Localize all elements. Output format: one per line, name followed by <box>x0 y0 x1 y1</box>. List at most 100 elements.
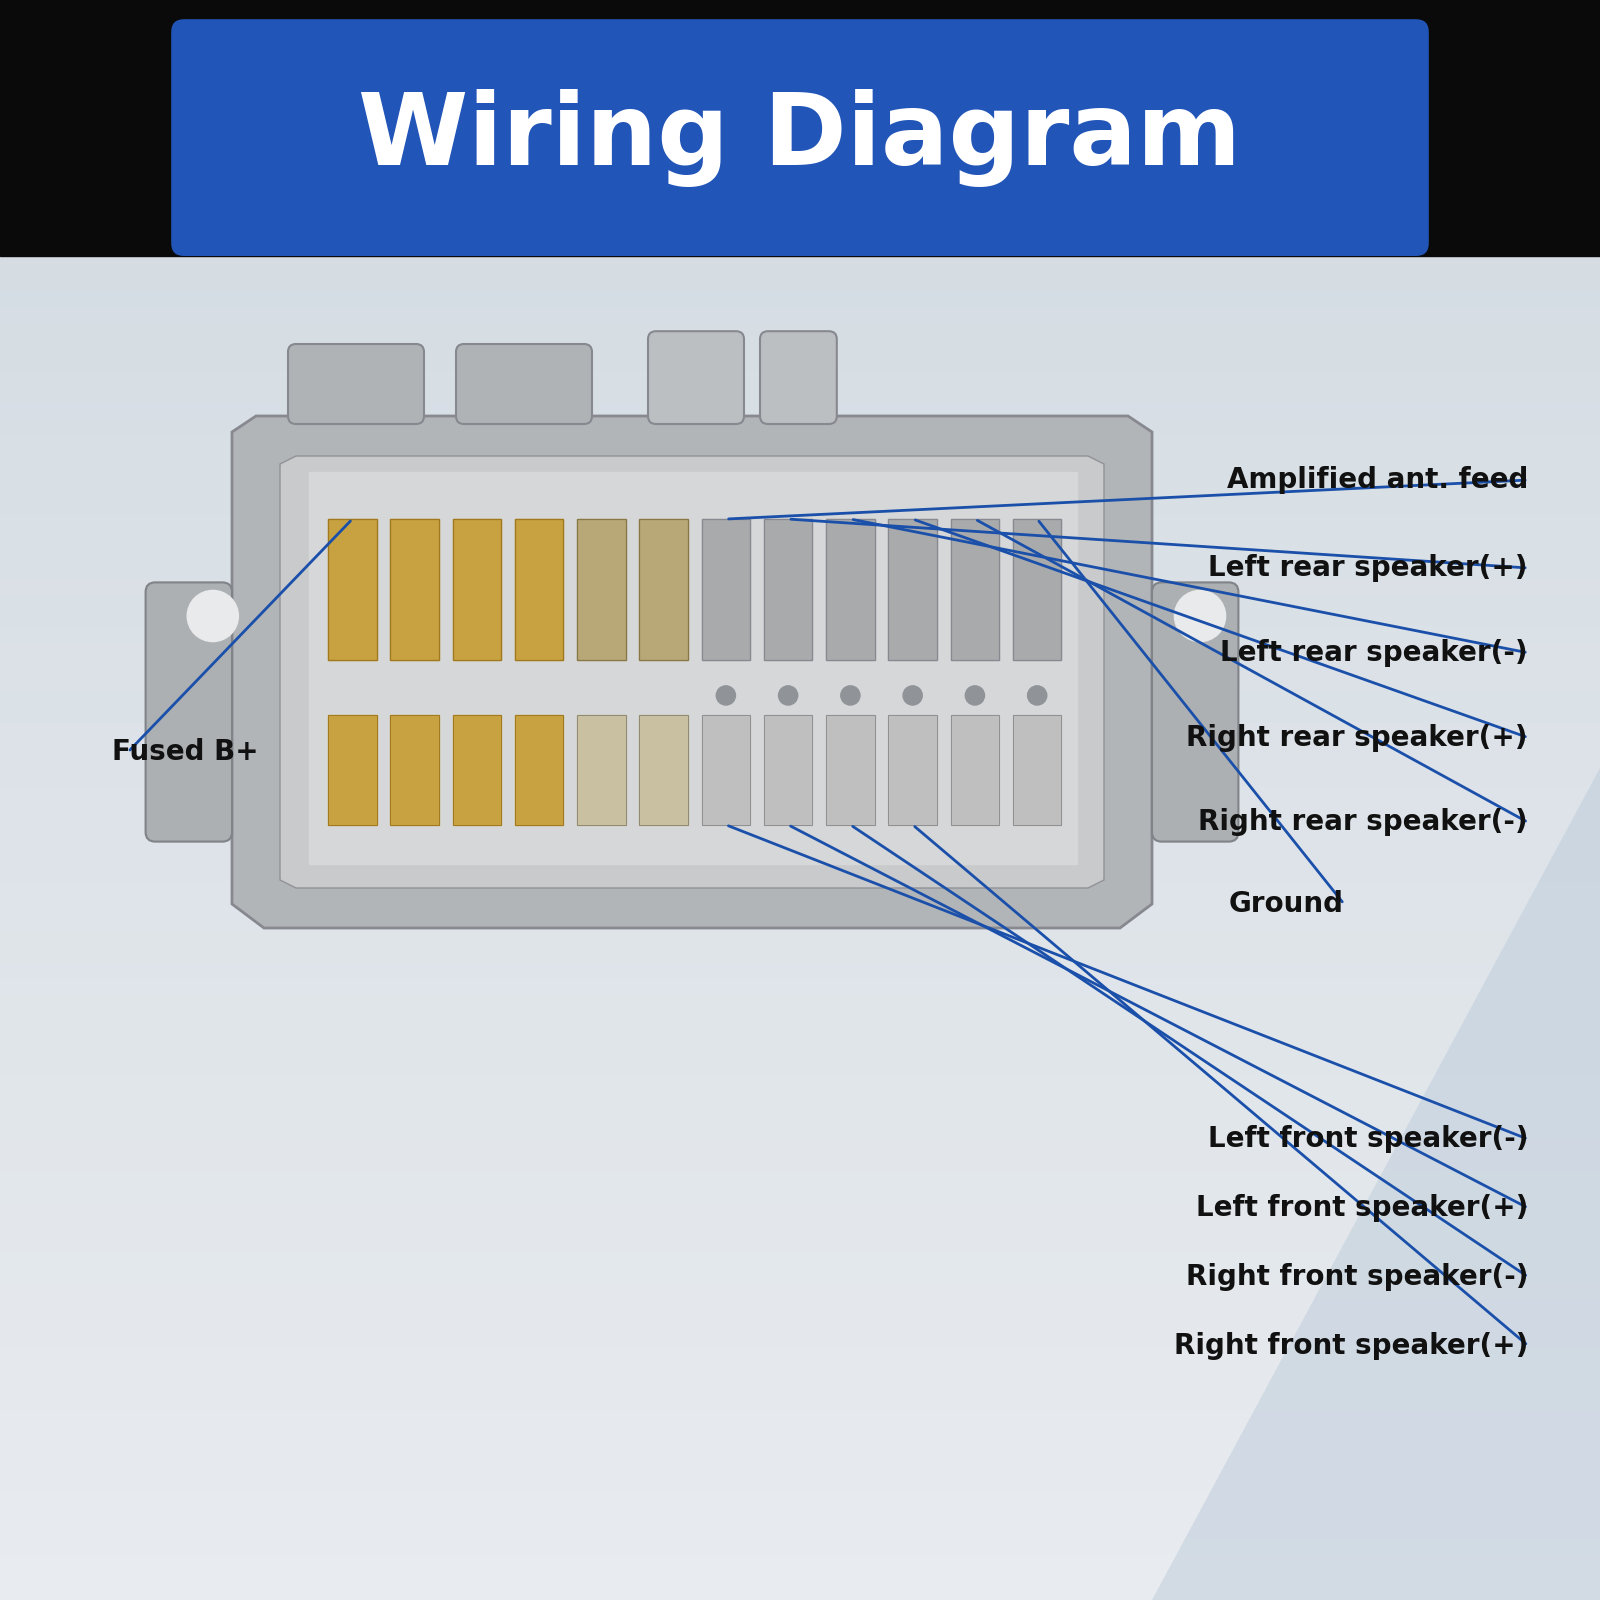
Bar <box>1013 715 1061 826</box>
Bar <box>0 96 1600 112</box>
Bar <box>950 518 1000 661</box>
Bar <box>0 1296 1600 1312</box>
Bar <box>390 715 438 826</box>
Bar <box>0 112 1600 128</box>
Bar <box>0 1024 1600 1040</box>
Bar <box>0 400 1600 416</box>
Bar <box>1013 518 1061 661</box>
Bar <box>0 144 1600 160</box>
Bar <box>0 720 1600 736</box>
Bar <box>0 752 1600 768</box>
Text: Right rear speaker(-): Right rear speaker(-) <box>1198 808 1528 837</box>
Bar <box>763 715 813 826</box>
Bar <box>640 715 688 826</box>
Bar <box>1013 518 1061 661</box>
Bar <box>578 518 626 661</box>
Bar <box>0 416 1600 432</box>
Bar <box>0 672 1600 688</box>
Bar <box>0 448 1600 464</box>
Bar <box>950 715 1000 826</box>
Text: Left rear speaker(+): Left rear speaker(+) <box>1208 554 1528 582</box>
Bar <box>0 176 1600 192</box>
Bar <box>826 715 875 826</box>
Bar <box>0 528 1600 544</box>
Bar <box>640 715 688 826</box>
Bar <box>0 304 1600 320</box>
Bar <box>763 518 813 661</box>
Text: Left front speaker(+): Left front speaker(+) <box>1195 1194 1528 1222</box>
Circle shape <box>840 686 859 706</box>
Bar <box>0 688 1600 704</box>
Bar <box>0 80 1600 96</box>
Bar <box>390 518 438 661</box>
Bar <box>0 864 1600 880</box>
Bar <box>0 656 1600 672</box>
Bar <box>0 1136 1600 1152</box>
Bar <box>515 518 563 661</box>
Bar <box>0 1216 1600 1232</box>
Bar <box>328 715 376 826</box>
Bar <box>888 518 938 661</box>
Circle shape <box>1174 590 1226 642</box>
Bar <box>0 848 1600 864</box>
Bar <box>0 160 1600 176</box>
Bar <box>0 1312 1600 1328</box>
Bar <box>309 472 1077 864</box>
Bar <box>701 715 750 826</box>
Bar <box>0 608 1600 624</box>
Bar <box>950 518 1000 661</box>
Bar <box>701 715 750 826</box>
Bar <box>453 715 501 826</box>
Bar <box>0 1168 1600 1184</box>
Bar <box>390 518 438 661</box>
Bar <box>453 518 501 661</box>
Circle shape <box>187 590 238 642</box>
Text: Right front speaker(-): Right front speaker(-) <box>1186 1262 1528 1291</box>
Bar <box>0 560 1600 576</box>
Bar <box>0 1520 1600 1536</box>
Polygon shape <box>232 416 1152 928</box>
Bar <box>0 1072 1600 1088</box>
Bar <box>0 320 1600 336</box>
Bar <box>0 192 1600 208</box>
Bar <box>0 64 1600 80</box>
Bar <box>0 784 1600 800</box>
Bar <box>453 518 501 661</box>
Bar <box>0 16 1600 32</box>
Text: Right rear speaker(+): Right rear speaker(+) <box>1187 723 1528 752</box>
Bar <box>950 715 1000 826</box>
FancyBboxPatch shape <box>288 344 424 424</box>
Bar <box>0 1200 1600 1216</box>
Circle shape <box>717 686 736 706</box>
Bar <box>0 576 1600 592</box>
Bar <box>578 518 626 661</box>
Bar <box>0 1488 1600 1504</box>
Bar <box>0 1184 1600 1200</box>
Bar <box>0 1088 1600 1104</box>
Bar <box>0 880 1600 896</box>
Bar <box>0 1472 1600 1488</box>
Bar <box>640 518 688 661</box>
Bar <box>0 1392 1600 1408</box>
Bar <box>0 768 1600 784</box>
Bar <box>0 800 1600 816</box>
Bar <box>0 736 1600 752</box>
Bar <box>0 1344 1600 1360</box>
Text: Wiring Diagram: Wiring Diagram <box>358 88 1242 187</box>
Bar <box>0 32 1600 48</box>
Bar <box>0 896 1600 912</box>
Bar <box>0 432 1600 448</box>
Bar <box>0 944 1600 960</box>
Bar <box>0 1552 1600 1568</box>
Bar <box>0 496 1600 512</box>
Bar <box>578 715 626 826</box>
Bar <box>0 512 1600 528</box>
Bar <box>0 352 1600 368</box>
FancyBboxPatch shape <box>1152 582 1238 842</box>
Bar <box>1013 715 1061 826</box>
Bar <box>0 1536 1600 1552</box>
Bar <box>0 224 1600 240</box>
Bar <box>0 544 1600 560</box>
Bar <box>0 976 1600 992</box>
Bar <box>0 1408 1600 1424</box>
